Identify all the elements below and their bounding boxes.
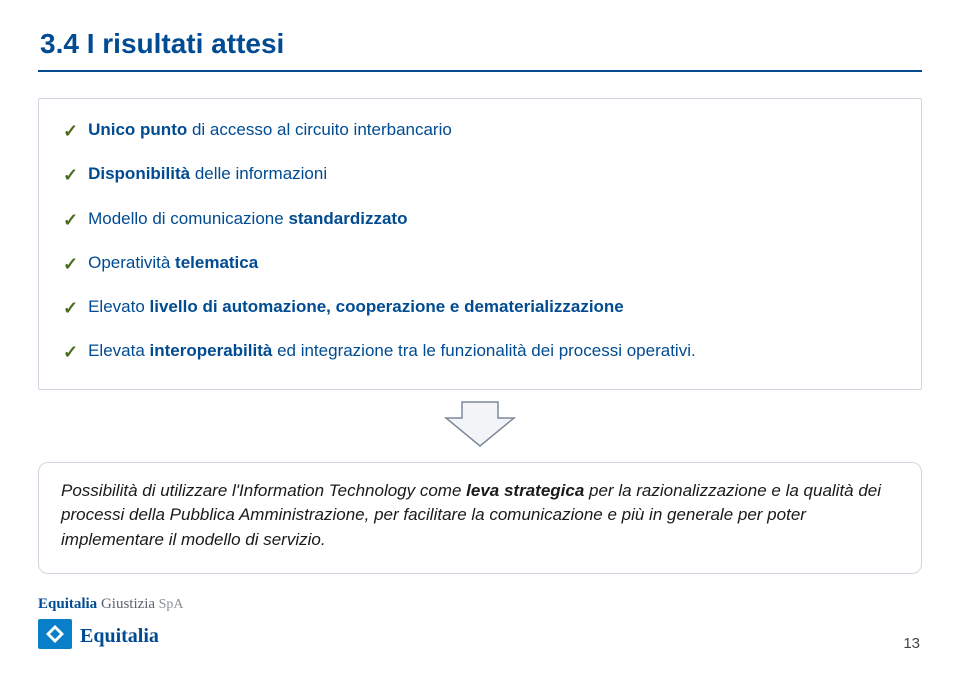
page-number: 13 [903,635,920,652]
check-icon: ✓ [63,296,78,320]
check-icon: ✓ [63,119,78,143]
list-item: ✓ Elevata interoperabilità ed integrazio… [63,340,897,364]
check-icon: ✓ [63,340,78,364]
check-icon: ✓ [63,208,78,232]
brand-line-2: Equitalia [38,619,184,654]
list-item: ✓ Operatività telematica [63,252,897,276]
item-text: Unico punto di accesso al circuito inter… [88,119,897,142]
page-title: 3.4 I risultati attesi [38,28,922,60]
item-text: Operatività telematica [88,252,897,275]
list-item: ✓ Elevato livello di automazione, cooper… [63,296,897,320]
down-arrow [38,400,922,448]
summary-box: Possibilità di utilizzare l'Information … [38,462,922,574]
summary-text: Possibilità di utilizzare l'Information … [61,481,881,549]
equitalia-logo-icon [38,619,72,654]
item-text: Disponibilità delle informazioni [88,163,897,186]
item-text: Elevata interoperabilità ed integrazione… [88,340,897,363]
footer: Equitalia Giustizia SpA Equitalia [38,596,184,654]
title-underline [38,70,922,72]
results-box: ✓ Unico punto di accesso al circuito int… [38,98,922,390]
check-icon: ✓ [63,163,78,187]
brand-line-1: Equitalia Giustizia SpA [38,596,184,613]
item-text: Elevato livello di automazione, cooperaz… [88,296,897,319]
check-icon: ✓ [63,252,78,276]
list-item: ✓ Modello di comunicazione standardizzat… [63,208,897,232]
list-item: ✓ Unico punto di accesso al circuito int… [63,119,897,143]
item-text: Modello di comunicazione standardizzato [88,208,897,231]
list-item: ✓ Disponibilità delle informazioni [63,163,897,187]
footer-logo: Equitalia Giustizia SpA Equitalia [38,596,184,654]
